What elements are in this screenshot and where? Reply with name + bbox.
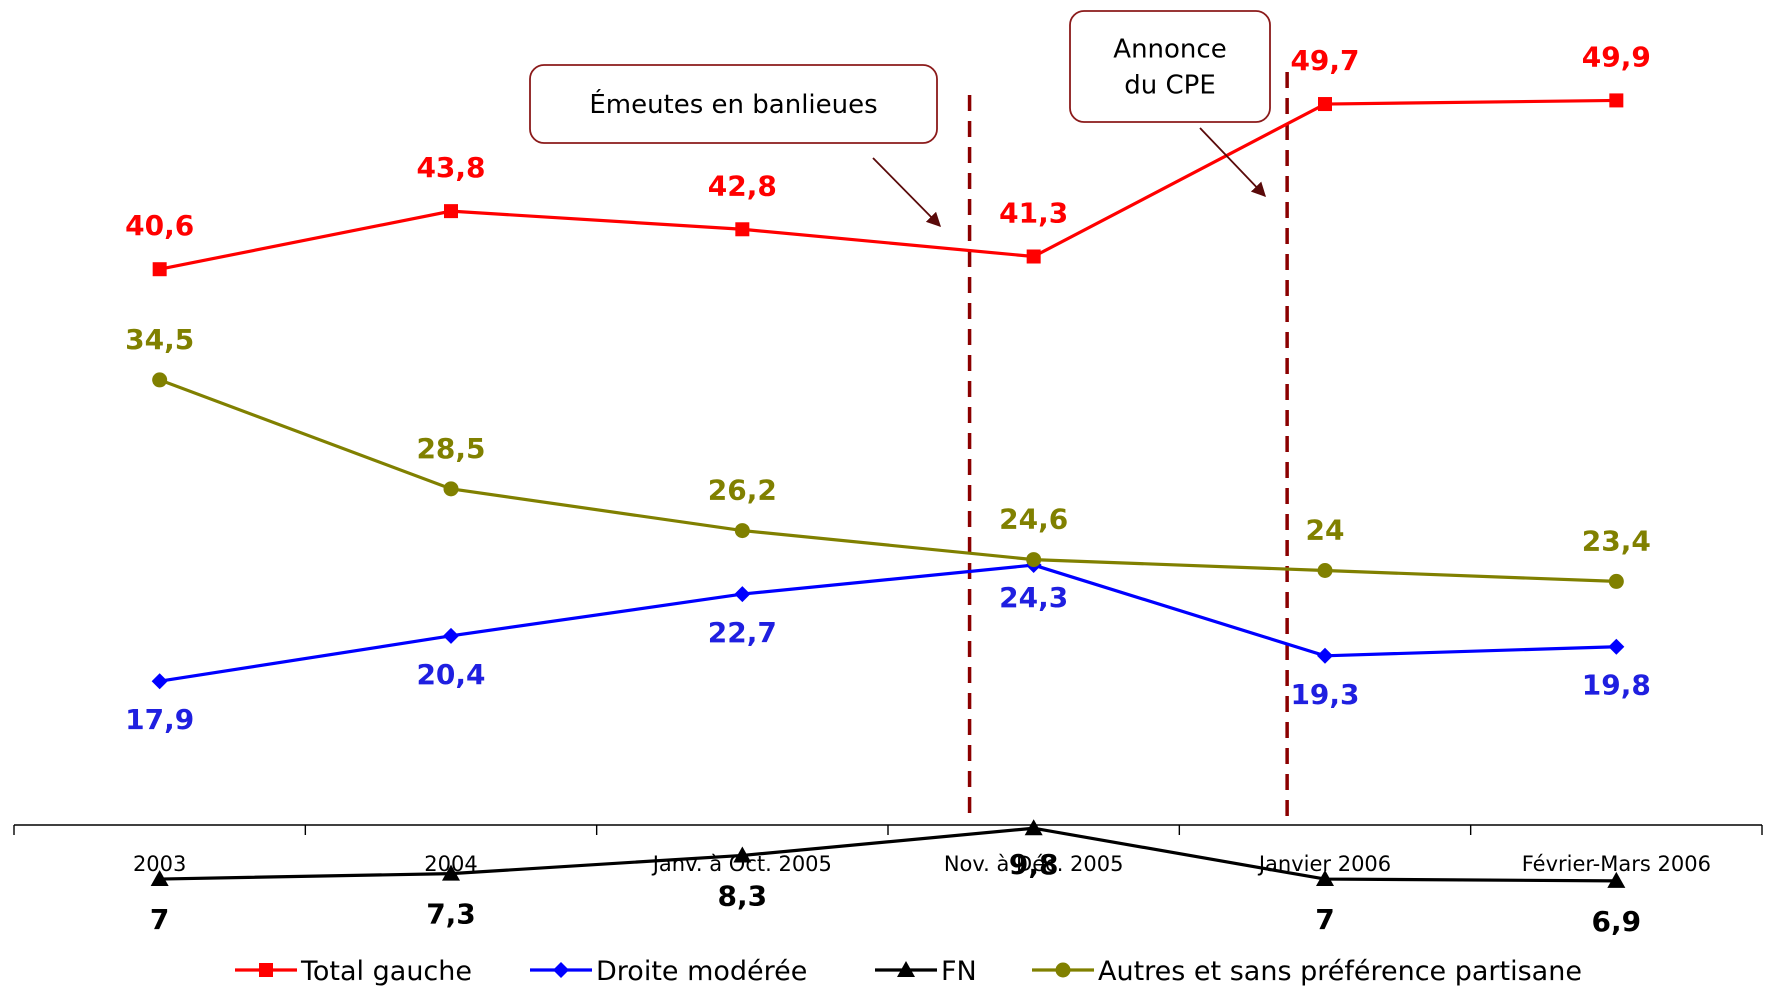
legend-marker-square [259, 963, 273, 977]
series-line-droite-moderee [159, 563, 1617, 683]
data-point-autres-et-sans-preference-partisane [1317, 563, 1333, 578]
annotation-text: Annonce [1113, 35, 1226, 65]
data-label-total-gauche: 49,9 [1582, 40, 1651, 73]
series-line-autres-et-sans-preference-partisane [159, 378, 1617, 583]
data-point-fn [733, 846, 752, 863]
data-point-fn [1316, 870, 1334, 887]
annotation-text: du CPE [1124, 71, 1216, 101]
data-label-droite-moderee: 22,7 [708, 616, 777, 649]
legend-label-fn: FN [941, 956, 977, 987]
annotation-box [1069, 10, 1271, 123]
data-label-autres-et-sans-preference-partisane: 28,5 [416, 432, 485, 465]
legend-marker-circle [1055, 962, 1071, 978]
data-point-total-gauche [1318, 97, 1332, 112]
data-point-total-gauche [735, 222, 750, 237]
annotation-callout: Annonce du CPE [1069, 10, 1271, 198]
data-label-autres-et-sans-preference-partisane: 23,4 [1582, 524, 1651, 557]
data-label-autres-et-sans-preference-partisane: 24 [1306, 514, 1345, 547]
data-label-fn: 7 [150, 903, 169, 936]
data-point-autres-et-sans-preference-partisane [1608, 573, 1624, 589]
data-label-autres-et-sans-preference-partisane: 26,2 [708, 474, 777, 507]
data-point-autres-et-sans-preference-partisane [734, 523, 750, 539]
data-label-total-gauche: 41,3 [999, 197, 1068, 230]
data-label-fn: 7 [1315, 903, 1334, 936]
legend-marker-diamond [553, 962, 569, 978]
legend-marker-triangle [897, 961, 915, 977]
data-label-autres-et-sans-preference-partisane: 34,5 [125, 323, 194, 356]
legend-label-droite-moderee: Droite modérée [596, 956, 807, 987]
data-point-droite-moderee [1317, 647, 1333, 664]
data-label-droite-moderee: 19,3 [1290, 678, 1359, 711]
legend-label-autres-et-sans-preference-partisane: Autres et sans préférence partisane [1098, 956, 1582, 987]
data-label-fn: 6,9 [1592, 905, 1642, 938]
data-point-autres-et-sans-preference-partisane [1026, 552, 1042, 568]
legend-item-total-gauche: Total gauche [235, 956, 472, 987]
legend-item-fn: FN [875, 956, 977, 987]
data-point-fn [1024, 819, 1043, 836]
data-point-autres-et-sans-preference-partisane [152, 372, 168, 388]
data-point-droite-moderee [443, 627, 459, 644]
annotation-text: Émeutes en banlieues [589, 88, 877, 120]
data-label-fn: 9,8 [1009, 848, 1059, 881]
annotation-arrow [872, 157, 942, 228]
data-label-droite-moderee: 19,8 [1582, 669, 1651, 702]
data-label-droite-moderee: 17,9 [125, 703, 194, 736]
data-point-total-gauche [152, 262, 167, 277]
data-label-droite-moderee: 24,3 [999, 581, 1068, 614]
series-line-fn [159, 826, 1617, 883]
annotation-box [529, 64, 938, 144]
data-point-fn [1607, 871, 1626, 888]
data-point-total-gauche [1026, 249, 1041, 264]
data-label-droite-moderee: 20,4 [416, 658, 485, 691]
data-label-total-gauche: 49,7 [1290, 44, 1359, 77]
data-point-droite-moderee [1608, 638, 1625, 655]
data-label-total-gauche: 43,8 [416, 151, 485, 184]
legend-label-total-gauche: Total gauche [300, 956, 472, 987]
data-point-fn [442, 864, 460, 881]
legend-item-autres-et-sans-preference-partisane: Autres et sans préférence partisane [1032, 956, 1582, 987]
data-label-fn: 8,3 [718, 879, 768, 912]
data-point-droite-moderee [151, 673, 168, 690]
data-point-total-gauche [1609, 93, 1624, 108]
legend-item-droite-moderee: Droite modérée [530, 956, 807, 987]
annotation-arrow [1199, 127, 1266, 198]
data-label-fn: 7,3 [426, 898, 476, 931]
data-point-droite-moderee [734, 586, 751, 603]
data-point-fn [150, 870, 169, 887]
data-label-total-gauche: 42,8 [708, 169, 777, 202]
data-label-total-gauche: 40,6 [125, 209, 194, 242]
data-point-total-gauche [444, 204, 458, 219]
annotation-callout: Émeutes en banlieues [529, 64, 942, 228]
series-line-total-gauche [159, 98, 1617, 271]
data-label-autres-et-sans-preference-partisane: 24,6 [999, 503, 1068, 536]
x-tick-label-nov-a-dec-2005: Nov. à Déc. 2005 [944, 852, 1124, 876]
data-point-autres-et-sans-preference-partisane [443, 481, 459, 497]
